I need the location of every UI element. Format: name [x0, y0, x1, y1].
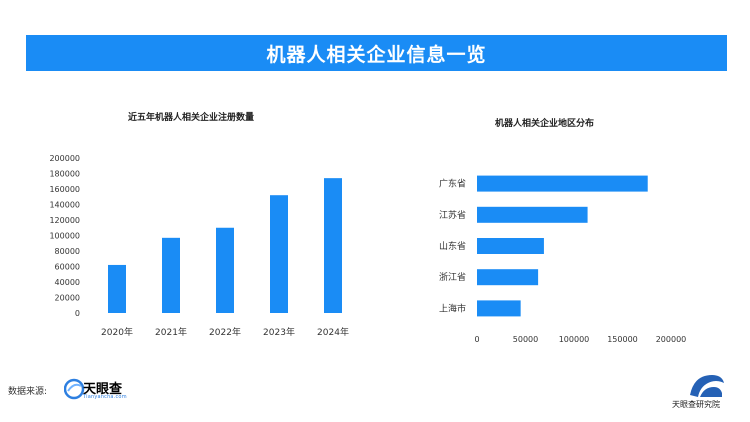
bar-2020年 [108, 264, 126, 313]
x-tick-label: 2023年 [263, 326, 295, 338]
y-tick-label: 上海市 [439, 302, 466, 314]
y-tick-label: 江苏省 [439, 209, 466, 221]
bar-上海市 [477, 300, 521, 317]
x-tick-label: 2021年 [155, 326, 187, 338]
bar-山东省 [477, 238, 544, 254]
y-tick-label: 20000 [55, 294, 80, 303]
bar-2021年 [162, 237, 180, 313]
bar-2022年 [216, 227, 234, 313]
bar-浙江省 [477, 269, 539, 286]
bar-广东省 [477, 175, 648, 192]
bar-2024年 [324, 178, 342, 313]
institute-logo-icon [690, 375, 724, 397]
y-tick-label: 40000 [55, 278, 80, 287]
x-tick-label: 2022年 [209, 326, 241, 338]
x-tick-label: 0 [474, 335, 479, 344]
y-tick-label: 山东省 [439, 240, 466, 252]
banner-title: 机器人相关企业信息一览 [266, 43, 487, 66]
y-tick-label: 120000 [49, 216, 80, 225]
left-chart-title: 近五年机器人相关企业注册数量 [128, 113, 255, 123]
y-tick-label: 100000 [49, 232, 80, 241]
x-tick-label: 2024年 [317, 326, 349, 338]
tianyancha-logo-icon [64, 378, 85, 400]
y-tick-label: 广东省 [439, 178, 466, 190]
right-chart-title: 机器人相关企业地区分布 [495, 119, 595, 129]
page-banner: 机器人相关企业信息一览 [26, 35, 727, 71]
y-tick-label: 180000 [49, 170, 80, 179]
source-label: 数据来源: [8, 387, 48, 397]
bar-江苏省 [477, 206, 588, 223]
x-tick-label: 100000 [559, 335, 590, 344]
y-tick-label: 140000 [49, 201, 80, 210]
x-tick-label: 50000 [513, 335, 538, 344]
bar-2023年 [270, 195, 288, 313]
institute-name: 天眼查研究院 [672, 400, 720, 409]
y-tick-label: 0 [75, 309, 80, 318]
y-tick-label: 80000 [55, 247, 80, 256]
y-tick-label: 60000 [55, 263, 80, 272]
tianyancha-brand: 天眼查 [83, 382, 123, 397]
y-tick-label: 160000 [49, 185, 80, 194]
x-tick-label: 150000 [607, 335, 638, 344]
tianyancha-domain: Tianyancha.com [83, 394, 127, 400]
x-tick-label: 200000 [656, 335, 687, 344]
x-tick-label: 2020年 [101, 326, 133, 338]
y-tick-label: 200000 [49, 154, 80, 163]
y-tick-label: 浙江省 [439, 271, 466, 283]
